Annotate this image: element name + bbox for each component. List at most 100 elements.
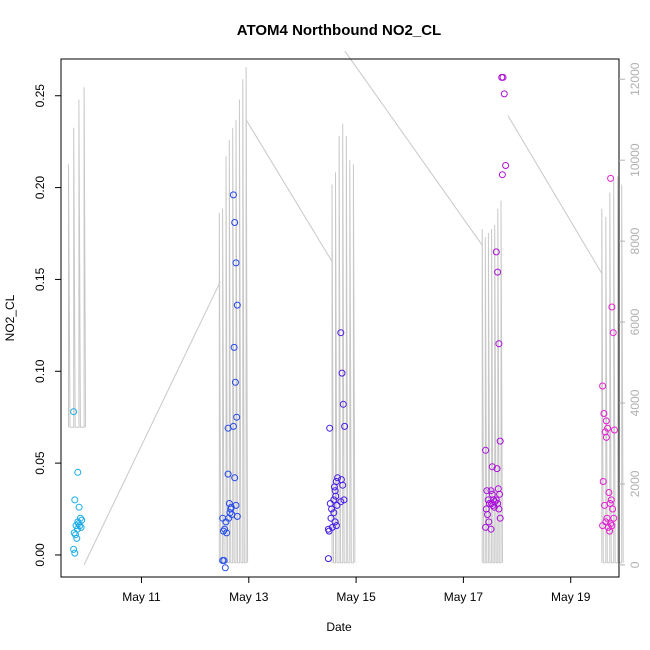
- data-point: [73, 534, 81, 542]
- data-point: [605, 489, 613, 496]
- secondary-spike-cluster: [331, 123, 356, 564]
- y2-tick-label: 2000: [628, 470, 642, 497]
- data-point: [604, 424, 612, 432]
- data-point: [602, 417, 610, 425]
- data-point: [233, 512, 241, 520]
- y-tick-label: 0.10: [33, 359, 47, 383]
- data-point: [74, 518, 82, 526]
- secondary-series-layer: [68, 50, 624, 566]
- secondary-connector-line: [245, 119, 333, 262]
- y-axis-label: NO2_CL: [3, 294, 17, 341]
- data-point: [324, 555, 332, 563]
- data-point: [494, 268, 502, 276]
- data-point: [328, 505, 336, 513]
- y2-tick-label: 4000: [628, 389, 642, 416]
- secondary-spike-cluster: [68, 87, 87, 428]
- data-point: [231, 378, 239, 386]
- data-point: [330, 496, 338, 504]
- data-point: [609, 505, 617, 513]
- data-point: [220, 557, 228, 564]
- plot-frame: [60, 58, 620, 578]
- chart-title: ATOM4 Northbound NO2_CL: [237, 22, 441, 39]
- secondary-connector-line: [507, 115, 603, 274]
- data-point: [324, 525, 332, 533]
- data-point: [600, 410, 608, 417]
- data-point: [221, 564, 229, 572]
- data-point: [337, 498, 345, 506]
- x-tick-label: May 11: [122, 590, 161, 604]
- data-point: [610, 514, 618, 522]
- data-point: [74, 468, 82, 476]
- y-tick-label: 0.20: [33, 176, 47, 200]
- secondary-spike-cluster: [218, 67, 249, 564]
- data-point: [485, 518, 493, 526]
- data-point: [227, 503, 235, 511]
- data-point: [496, 490, 504, 498]
- data-point: [607, 496, 615, 504]
- data-point: [608, 522, 616, 530]
- data-point: [502, 162, 510, 169]
- data-point: [76, 522, 84, 530]
- data-point: [326, 424, 334, 432]
- data-point: [498, 171, 506, 179]
- y-tick-label: 0.15: [33, 267, 47, 291]
- data-point: [607, 520, 615, 528]
- data-point: [500, 90, 508, 98]
- data-point: [229, 422, 237, 430]
- data-point: [496, 514, 504, 522]
- data-point: [70, 529, 78, 537]
- data-point: [338, 369, 346, 377]
- data-point: [333, 501, 341, 509]
- data-point: [71, 549, 79, 557]
- y2-tick-label: 12000: [628, 62, 642, 96]
- data-point: [599, 382, 607, 390]
- y2-tick-label: 0: [628, 561, 642, 568]
- secondary-connector-line: [344, 50, 483, 246]
- data-point: [233, 301, 241, 309]
- data-point: [72, 531, 79, 539]
- secondary-connector-line: [83, 281, 221, 566]
- data-point: [332, 492, 340, 500]
- data-point: [339, 481, 347, 489]
- data-point: [599, 478, 607, 485]
- data-point: [602, 433, 610, 441]
- data-point: [611, 426, 618, 434]
- y-tick-label: 0.00: [33, 543, 47, 567]
- data-point: [232, 259, 240, 267]
- data-point: [487, 487, 495, 495]
- data-point: [609, 329, 617, 337]
- data-point: [330, 509, 338, 517]
- y2-tick-label: 10000: [628, 143, 642, 177]
- data-point: [331, 518, 339, 526]
- data-point: [488, 463, 496, 471]
- data-point: [229, 191, 237, 199]
- data-point: [327, 514, 335, 522]
- x-axis-label: Date: [326, 620, 352, 634]
- data-point: [499, 73, 507, 81]
- secondary-spike-cluster: [481, 200, 503, 564]
- data-point: [493, 465, 501, 473]
- data-point: [339, 400, 347, 408]
- data-point: [70, 408, 78, 416]
- y-tick-label: 0.25: [33, 84, 47, 108]
- data-point: [604, 523, 612, 531]
- data-point: [495, 505, 503, 513]
- data-point: [231, 219, 239, 226]
- data-point: [233, 413, 241, 421]
- data-point: [599, 522, 607, 530]
- data-point: [330, 483, 338, 491]
- data-point: [224, 470, 232, 478]
- x-tick-label: May 17: [444, 590, 484, 604]
- data-point: [332, 522, 340, 530]
- secondary-spike-cluster: [601, 176, 624, 564]
- data-point: [221, 525, 229, 533]
- data-point: [607, 174, 615, 182]
- x-tick-label: May 15: [336, 590, 376, 604]
- data-point: [231, 474, 239, 482]
- data-point: [337, 329, 345, 337]
- data-point: [608, 303, 616, 311]
- data-point: [232, 501, 240, 509]
- data-point: [77, 523, 85, 531]
- y-tick-label: 0.05: [33, 451, 47, 475]
